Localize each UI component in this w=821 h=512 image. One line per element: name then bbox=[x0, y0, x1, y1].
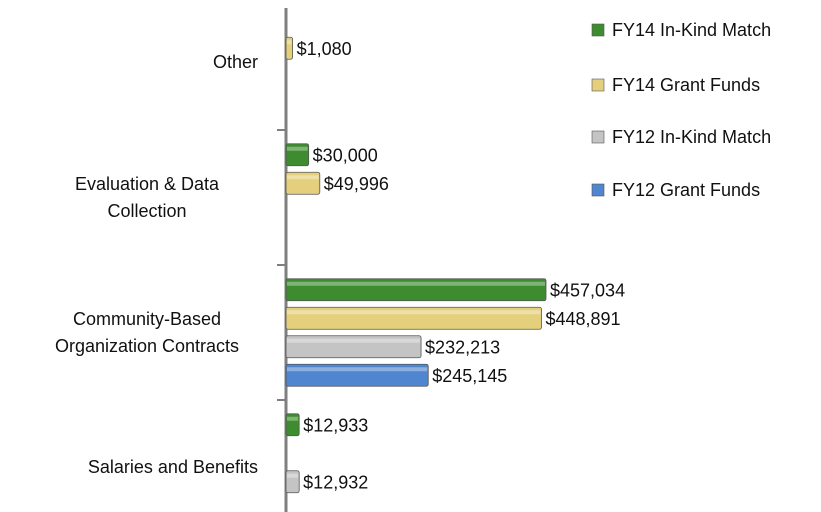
category-label: Salaries and Benefits bbox=[87, 457, 258, 477]
bar bbox=[285, 306, 542, 330]
category-label-box: Community-Based Organization Contracts bbox=[0, 293, 258, 373]
legend-swatch bbox=[591, 23, 605, 37]
category-label: Community-Based Organization Contracts bbox=[54, 308, 240, 356]
bar-highlight bbox=[287, 338, 421, 343]
legend-swatch bbox=[591, 130, 605, 144]
value-label: $49,996 bbox=[324, 174, 389, 194]
bar bbox=[285, 363, 429, 387]
value-label: $12,933 bbox=[303, 416, 368, 436]
legend-label: FY14 Grant Funds bbox=[612, 75, 760, 95]
bar bbox=[285, 171, 321, 195]
category-label: Evaluation & Data Collection bbox=[74, 173, 220, 221]
bar-highlight bbox=[287, 473, 299, 478]
value-label: $1,080 bbox=[297, 39, 352, 59]
legend-label: FY12 Grant Funds bbox=[612, 180, 760, 200]
legend-label: FY14 In-Kind Match bbox=[612, 20, 771, 40]
value-label: $12,932 bbox=[303, 473, 368, 493]
value-label: $30,000 bbox=[313, 146, 378, 166]
category-label-box: Salaries and Benefits bbox=[0, 428, 258, 508]
bar-highlight bbox=[287, 367, 428, 372]
bar bbox=[285, 278, 547, 302]
legend-label: FY12 In-Kind Match bbox=[612, 127, 771, 147]
category-label-box: Other bbox=[0, 23, 258, 103]
bar-highlight bbox=[287, 310, 541, 315]
bar bbox=[285, 143, 310, 167]
bar bbox=[285, 470, 300, 494]
legend-swatch bbox=[591, 78, 605, 92]
bar-highlight bbox=[287, 416, 299, 421]
bar-highlight bbox=[287, 146, 308, 151]
bar bbox=[285, 36, 294, 60]
legend-swatch bbox=[591, 183, 605, 197]
bar bbox=[285, 413, 300, 437]
category-label-box: Evaluation & Data Collection bbox=[0, 158, 258, 238]
value-label: $245,145 bbox=[432, 366, 507, 386]
bar bbox=[285, 335, 422, 359]
value-label: $232,213 bbox=[425, 338, 500, 358]
value-label: $448,891 bbox=[545, 309, 620, 329]
bar-highlight bbox=[287, 175, 319, 180]
category-label: Other bbox=[212, 52, 258, 72]
bar-highlight bbox=[287, 40, 292, 45]
value-label: $457,034 bbox=[550, 281, 625, 301]
bar-highlight bbox=[287, 281, 545, 286]
